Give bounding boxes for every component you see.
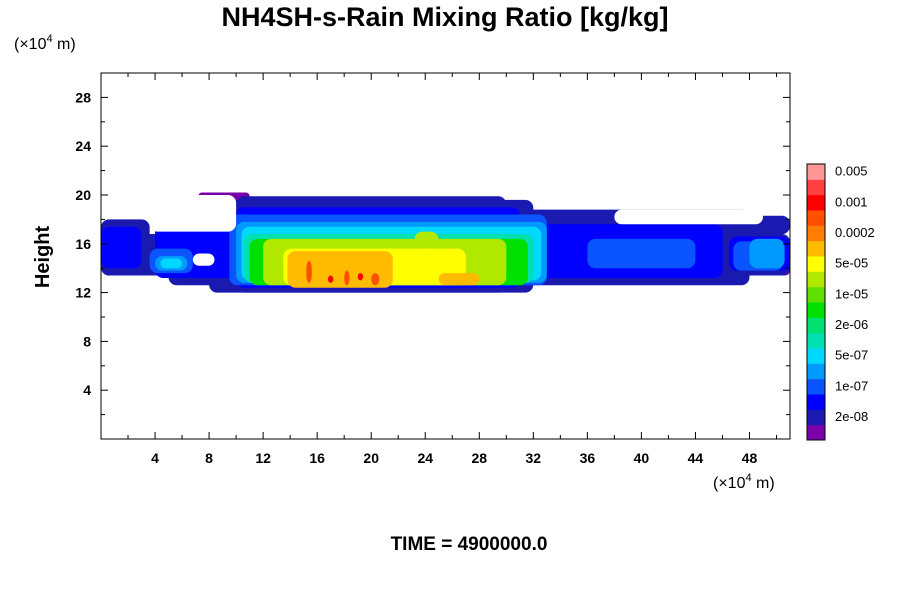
field-region-gap-left-1 xyxy=(192,253,215,266)
colorbar-label-6: 0.0002 xyxy=(835,225,875,240)
x-tick-label-40: 40 xyxy=(634,450,650,466)
x-tick-label-36: 36 xyxy=(580,450,596,466)
field-region-red-orange-2 xyxy=(371,273,380,286)
x-tick-label-44: 44 xyxy=(688,450,704,466)
x-tick-label-24: 24 xyxy=(417,450,433,466)
x-tick-label-4: 4 xyxy=(151,450,159,466)
colorbar-label-8: 0.005 xyxy=(835,164,868,179)
colorbar-swatch-1 xyxy=(807,409,825,426)
colorbar-label-5: 5e-05 xyxy=(835,256,868,271)
colorbar-swatch-13 xyxy=(807,225,825,242)
field-region-red-0 xyxy=(327,275,334,283)
colorbar-swatch-0 xyxy=(807,424,825,441)
y-tick-label-4: 4 xyxy=(83,382,91,398)
y-tick-label-8: 8 xyxy=(83,333,91,349)
x-unit-label: (×104 m) xyxy=(713,472,775,492)
field-region-orange-0 xyxy=(287,251,393,288)
x-axis-ticks: 4 8 12 16 20 24 28 32 36 40 44 48 xyxy=(127,73,777,466)
colorbar-frame xyxy=(806,163,826,441)
colorbar-swatch-12 xyxy=(807,240,825,257)
y-axis-ticks: 4 8 12 16 20 24 28 xyxy=(75,89,790,416)
colorbar-swatch-7 xyxy=(807,317,825,334)
chart-title: NH4SH-s-Rain Mixing Ratio [kg/kg] xyxy=(221,2,668,32)
colorbar: 2e-08 1e-07 5e-07 2e-06 1e-05 5e-05 0.0002 0.00… xyxy=(806,163,875,441)
field-region-blue-0 xyxy=(101,226,142,269)
y-tick-label-20: 20 xyxy=(75,187,91,203)
colorbar-swatch-10 xyxy=(807,271,825,288)
field-region-red-1 xyxy=(357,273,364,281)
y-unit-label: (×104 m) xyxy=(14,33,76,53)
x-tick-label-48: 48 xyxy=(742,450,758,466)
plot-frame xyxy=(100,72,791,440)
x-tick-label-20: 20 xyxy=(363,450,379,466)
colorbar-swatch-8 xyxy=(807,302,825,318)
colorbar-swatch-11 xyxy=(807,256,825,272)
field-region-gap-right-0 xyxy=(614,209,763,225)
colorbar-swatch-5 xyxy=(807,348,825,364)
field-region-mid-blue-1 xyxy=(587,238,696,269)
colorbar-swatch-2 xyxy=(807,394,825,410)
y-tick-label-28: 28 xyxy=(75,89,91,105)
x-tick-label-16: 16 xyxy=(309,450,325,466)
x-tick-label-8: 8 xyxy=(205,450,213,466)
field-region-orange-1 xyxy=(438,273,480,286)
colorbar-swatch-16 xyxy=(807,179,825,196)
colorbar-label-4: 1e-05 xyxy=(835,286,868,301)
field-region-gap-left-0 xyxy=(149,195,237,232)
colorbar-swatch-17 xyxy=(807,164,825,180)
colorbar-label-7: 0.001 xyxy=(835,194,868,209)
colorbar-swatch-9 xyxy=(807,286,825,303)
time-label: TIME = 4900000.0 xyxy=(391,534,548,555)
field-region-red-orange-1 xyxy=(344,270,350,286)
y-tick-label-16: 16 xyxy=(75,236,91,252)
colorbar-label-1: 1e-07 xyxy=(835,378,868,393)
field-region-red-orange-0 xyxy=(306,260,312,283)
colorbar-label-0: 2e-08 xyxy=(835,409,868,424)
colorbar-label-2: 5e-07 xyxy=(835,348,868,363)
colorbar-swatch-15 xyxy=(807,194,825,211)
field-region-yellow-1 xyxy=(419,248,437,264)
x-tick-label-32: 32 xyxy=(526,450,542,466)
x-tick-label-28: 28 xyxy=(471,450,487,466)
mixing-ratio-field xyxy=(101,192,790,293)
field-region-cyan-1 xyxy=(160,258,183,269)
y-tick-label-24: 24 xyxy=(75,138,91,154)
colorbar-swatch-4 xyxy=(807,363,825,380)
y-tick-label-12: 12 xyxy=(75,285,91,301)
colorbar-label-3: 2e-06 xyxy=(835,317,868,332)
field-region-sky-blue-2 xyxy=(749,238,785,269)
colorbar-swatch-6 xyxy=(807,332,825,349)
colorbar-swatch-3 xyxy=(807,378,825,395)
colorbar-swatch-14 xyxy=(807,210,825,226)
y-axis-label: Height xyxy=(32,226,54,289)
x-tick-label-12: 12 xyxy=(255,450,271,466)
